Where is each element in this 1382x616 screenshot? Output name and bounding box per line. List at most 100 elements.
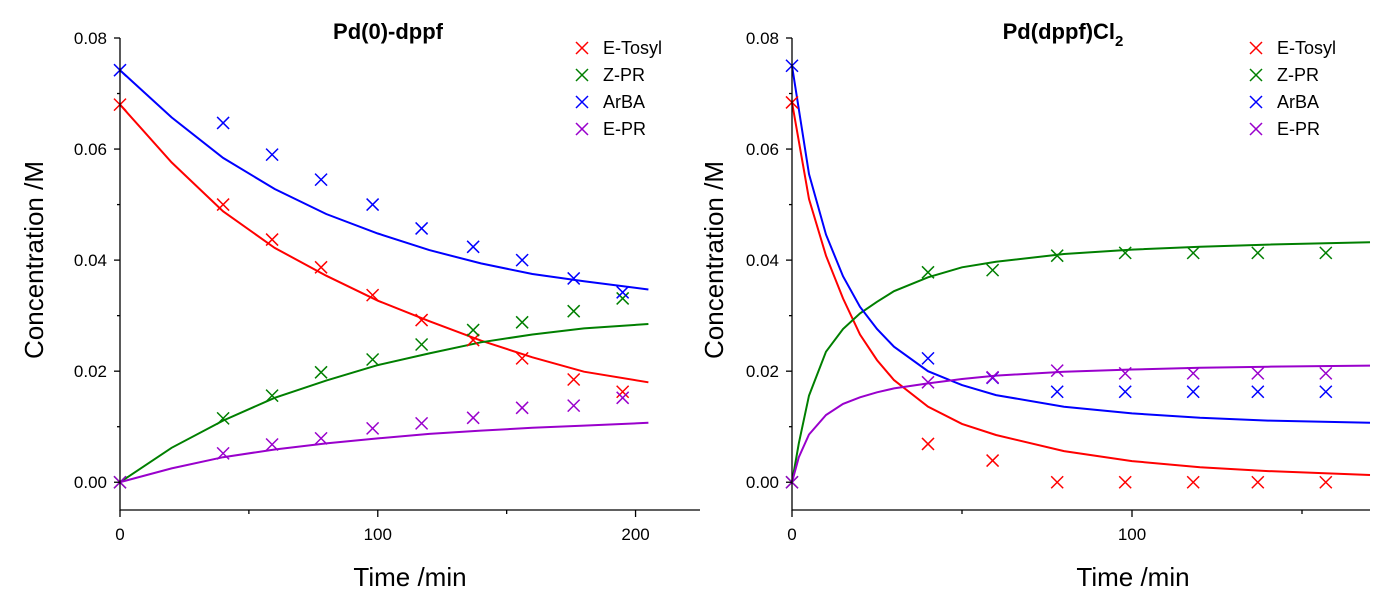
data-point-arba (921, 351, 935, 365)
legend-label-z-pr: Z-PR (1277, 65, 1319, 85)
legend-marker-e-tosyl (575, 41, 589, 55)
fit-line-arba (791, 65, 1371, 424)
data-point-e-pr (366, 421, 380, 435)
data-point-e-tosyl (1251, 475, 1265, 489)
data-point-z-pr (314, 365, 328, 379)
data-point-arba (1186, 385, 1200, 399)
data-point-e-pr (1319, 366, 1333, 380)
data-point-e-tosyl (314, 260, 328, 274)
data-point-e-tosyl (1050, 475, 1064, 489)
data-point-e-pr (1186, 366, 1200, 380)
y-tick-label: 0.08 (74, 29, 107, 48)
chart-1-x-axis-title: Time /min (353, 562, 466, 592)
legend-label-e-pr: E-PR (603, 119, 646, 139)
data-point-e-pr (515, 401, 529, 415)
data-point-e-tosyl (921, 437, 935, 451)
chart-2-title-main: Pd(dppf)Cl (1003, 19, 1115, 44)
data-point-z-pr (986, 263, 1000, 277)
legend-label-z-pr: Z-PR (603, 65, 645, 85)
legend-marker-e-pr (1249, 122, 1263, 136)
x-tick-label: 0 (115, 525, 124, 544)
data-point-z-pr (567, 304, 581, 318)
y-tick-label: 0.06 (746, 140, 779, 159)
data-point-z-pr (415, 337, 429, 352)
data-point-z-pr (1251, 246, 1265, 260)
data-point-e-pr (1118, 366, 1132, 380)
data-point-z-pr (265, 389, 279, 403)
data-point-arba (466, 240, 480, 254)
data-point-e-tosyl (1319, 475, 1333, 489)
data-point-z-pr (1319, 246, 1333, 260)
fit-line-z-pr (791, 241, 1371, 483)
fit-line-arba (119, 69, 649, 291)
x-tick-label: 100 (1118, 525, 1146, 544)
data-point-arba (567, 271, 581, 285)
y-tick-label: 0.06 (74, 140, 107, 159)
data-point-e-tosyl (466, 333, 480, 347)
data-point-e-tosyl (1186, 475, 1200, 489)
data-point-e-pr (265, 437, 279, 452)
data-point-z-pr (1186, 246, 1200, 260)
fit-line-z-pr (119, 323, 649, 484)
legend-label-e-tosyl: E-Tosyl (603, 38, 662, 58)
data-point-z-pr (466, 323, 480, 337)
data-point-z-pr (921, 265, 935, 279)
legend-marker-e-tosyl (1249, 41, 1263, 55)
data-point-e-pr (921, 375, 935, 389)
legend-label-arba: ArBA (603, 92, 645, 112)
x-tick-label: 200 (621, 525, 649, 544)
data-point-z-pr (1118, 246, 1132, 260)
data-point-e-pr (616, 391, 630, 405)
y-tick-label: 0.04 (746, 251, 779, 270)
data-point-e-tosyl (616, 385, 630, 399)
data-point-z-pr (515, 315, 529, 329)
legend-label-e-tosyl: E-Tosyl (1277, 38, 1336, 58)
chart-2-x-axis-title: Time /min (1076, 562, 1189, 592)
chart-2-legend: E-Tosyl Z-PR ArBA E-PR (1249, 38, 1336, 139)
data-point-arba (616, 285, 630, 299)
legend-marker-z-pr (575, 68, 589, 82)
data-point-e-tosyl (415, 313, 429, 327)
data-point-arba (314, 173, 328, 187)
data-point-arba (515, 253, 529, 267)
y-tick-label: 0.00 (746, 473, 779, 492)
legend-label-e-pr: E-PR (1277, 119, 1320, 139)
legend-marker-arba (1249, 95, 1263, 109)
chart-1-legend: E-Tosyl Z-PR ArBA E-PR (575, 38, 662, 139)
data-point-arba (415, 221, 429, 235)
data-point-z-pr (1050, 249, 1064, 263)
chart-1-title: Pd(0)-dppf (333, 19, 444, 44)
data-point-z-pr (216, 411, 230, 425)
chart-1-y-axis-title: Concentration /M (19, 161, 49, 359)
data-point-arba (1319, 385, 1333, 399)
data-point-e-pr (986, 370, 1000, 384)
chart-2-title: Pd(dppf)Cl2 (1003, 19, 1124, 50)
data-point-arba (1050, 385, 1064, 399)
data-point-e-pr (415, 416, 429, 430)
legend-marker-z-pr (1249, 68, 1263, 82)
legend-marker-e-pr (575, 122, 589, 136)
legend-marker-arba (575, 95, 589, 109)
data-point-e-tosyl (1118, 475, 1132, 489)
data-point-e-pr (1251, 366, 1265, 380)
y-tick-label: 0.02 (74, 362, 107, 381)
data-point-e-pr (314, 431, 328, 445)
data-point-e-pr (567, 399, 581, 413)
fit-line-e-tosyl (119, 103, 649, 384)
fit-line-e-pr (119, 421, 649, 484)
data-point-e-tosyl (567, 372, 581, 387)
data-point-arba (1251, 385, 1265, 399)
fit-line-e-tosyl (791, 102, 1371, 476)
data-point-e-pr (1050, 364, 1064, 378)
chart-2-ticks: 0.00 0.02 0.04 0.06 0.08 0 100 (746, 29, 1303, 544)
legend-label-arba: ArBA (1277, 92, 1319, 112)
data-point-e-tosyl (986, 454, 1000, 468)
chart-2-y-axis-title: Concentration /M (699, 161, 729, 359)
y-tick-label: 0.02 (746, 362, 779, 381)
data-point-arba (366, 198, 380, 212)
data-point-e-tosyl (366, 288, 380, 302)
data-point-e-pr (216, 446, 230, 460)
data-point-e-tosyl (216, 198, 230, 212)
chart-2-title-subscript: 2 (1115, 33, 1123, 50)
